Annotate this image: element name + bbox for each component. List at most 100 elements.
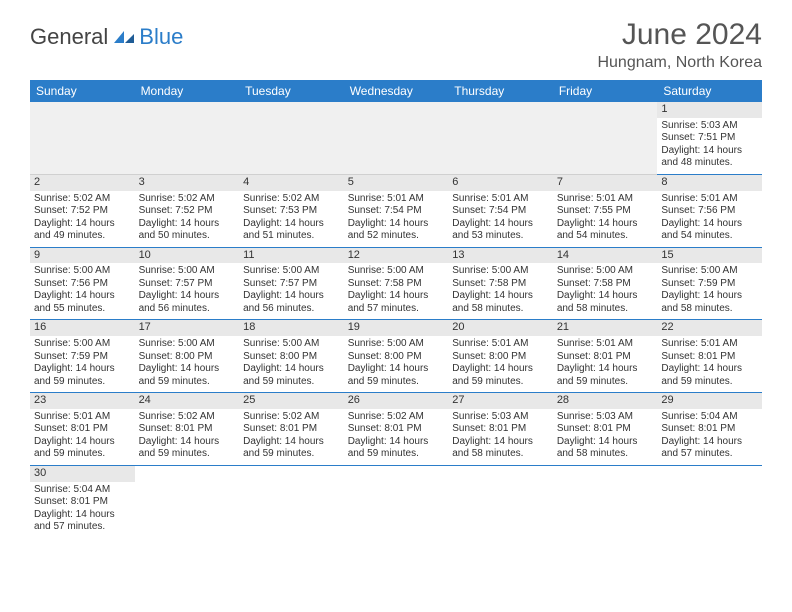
daylight-line: Daylight: 14 hours and 58 minutes. <box>661 290 758 315</box>
calendar-day-cell: 3Sunrise: 5:02 AMSunset: 7:52 PMDaylight… <box>135 174 240 247</box>
daylight-line: Daylight: 14 hours and 59 minutes. <box>557 363 654 388</box>
calendar-day-cell: 16Sunrise: 5:00 AMSunset: 7:59 PMDayligh… <box>30 320 135 393</box>
calendar-empty-cell <box>30 102 135 174</box>
calendar-empty-cell <box>239 102 344 174</box>
sunrise-line: Sunrise: 5:03 AM <box>661 120 758 133</box>
sunrise-line: Sunrise: 5:00 AM <box>661 265 758 278</box>
day-number: 4 <box>239 175 344 191</box>
sunset-line: Sunset: 8:00 PM <box>452 351 549 364</box>
day-number: 11 <box>239 248 344 264</box>
calendar-day-cell: 25Sunrise: 5:02 AMSunset: 8:01 PMDayligh… <box>239 393 344 466</box>
sunset-line: Sunset: 8:00 PM <box>139 351 236 364</box>
calendar-day-cell: 30Sunrise: 5:04 AMSunset: 8:01 PMDayligh… <box>30 465 135 537</box>
calendar-day-cell: 28Sunrise: 5:03 AMSunset: 8:01 PMDayligh… <box>553 393 658 466</box>
calendar-empty-cell <box>135 102 240 174</box>
sunrise-line: Sunrise: 5:03 AM <box>557 411 654 424</box>
sunrise-line: Sunrise: 5:00 AM <box>348 338 445 351</box>
daylight-line: Daylight: 14 hours and 59 minutes. <box>243 363 340 388</box>
sunset-line: Sunset: 7:58 PM <box>557 278 654 291</box>
weekday-header: Wednesday <box>344 80 449 102</box>
logo-sail-icon <box>112 29 136 45</box>
sunset-line: Sunset: 8:01 PM <box>139 423 236 436</box>
title-block: June 2024 Hungnam, North Korea <box>597 18 762 72</box>
calendar-week-row: 16Sunrise: 5:00 AMSunset: 7:59 PMDayligh… <box>30 320 762 393</box>
calendar-day-cell: 5Sunrise: 5:01 AMSunset: 7:54 PMDaylight… <box>344 174 449 247</box>
day-number: 21 <box>553 320 658 336</box>
sunset-line: Sunset: 7:58 PM <box>452 278 549 291</box>
day-number: 10 <box>135 248 240 264</box>
sunrise-line: Sunrise: 5:02 AM <box>348 411 445 424</box>
calendar-empty-cell <box>239 465 344 537</box>
sunset-line: Sunset: 8:01 PM <box>661 351 758 364</box>
weekday-header: Tuesday <box>239 80 344 102</box>
day-number: 9 <box>30 248 135 264</box>
daylight-line: Daylight: 14 hours and 48 minutes. <box>661 145 758 170</box>
weekday-header: Monday <box>135 80 240 102</box>
sunrise-line: Sunrise: 5:02 AM <box>139 193 236 206</box>
sunset-line: Sunset: 7:51 PM <box>661 132 758 145</box>
sunset-line: Sunset: 8:01 PM <box>243 423 340 436</box>
daylight-line: Daylight: 14 hours and 58 minutes. <box>557 436 654 461</box>
logo-text-general: General <box>30 24 108 50</box>
calendar-empty-cell <box>344 465 449 537</box>
calendar-day-cell: 23Sunrise: 5:01 AMSunset: 8:01 PMDayligh… <box>30 393 135 466</box>
sunset-line: Sunset: 8:00 PM <box>348 351 445 364</box>
calendar-week-row: 1Sunrise: 5:03 AMSunset: 7:51 PMDaylight… <box>30 102 762 174</box>
weekday-header: Saturday <box>657 80 762 102</box>
day-number: 8 <box>657 175 762 191</box>
day-number: 20 <box>448 320 553 336</box>
daylight-line: Daylight: 14 hours and 59 minutes. <box>348 363 445 388</box>
calendar-day-cell: 9Sunrise: 5:00 AMSunset: 7:56 PMDaylight… <box>30 247 135 320</box>
daylight-line: Daylight: 14 hours and 59 minutes. <box>139 436 236 461</box>
sunset-line: Sunset: 8:01 PM <box>348 423 445 436</box>
calendar-day-cell: 27Sunrise: 5:03 AMSunset: 8:01 PMDayligh… <box>448 393 553 466</box>
calendar-empty-cell <box>344 102 449 174</box>
calendar-day-cell: 26Sunrise: 5:02 AMSunset: 8:01 PMDayligh… <box>344 393 449 466</box>
calendar-table: SundayMondayTuesdayWednesdayThursdayFrid… <box>30 80 762 538</box>
daylight-line: Daylight: 14 hours and 52 minutes. <box>348 218 445 243</box>
sunrise-line: Sunrise: 5:01 AM <box>557 338 654 351</box>
day-number: 7 <box>553 175 658 191</box>
logo-text-blue: Blue <box>139 24 183 50</box>
sunrise-line: Sunrise: 5:00 AM <box>452 265 549 278</box>
calendar-day-cell: 29Sunrise: 5:04 AMSunset: 8:01 PMDayligh… <box>657 393 762 466</box>
daylight-line: Daylight: 14 hours and 59 minutes. <box>34 436 131 461</box>
sunrise-line: Sunrise: 5:03 AM <box>452 411 549 424</box>
sunrise-line: Sunrise: 5:01 AM <box>661 193 758 206</box>
sunset-line: Sunset: 7:59 PM <box>661 278 758 291</box>
daylight-line: Daylight: 14 hours and 54 minutes. <box>557 218 654 243</box>
calendar-day-cell: 7 Sunrise: 5:01 AMSunset: 7:55 PMDaylight… <box>553 174 658 247</box>
calendar-day-cell: 8Sunrise: 5:01 AMSunset: 7:56 PMDaylight… <box>657 174 762 247</box>
sunset-line: Sunset: 7:55 PM <box>557 205 654 218</box>
sunset-line: Sunset: 8:01 PM <box>34 423 131 436</box>
calendar-day-cell: 22Sunrise: 5:01 AMSunset: 8:01 PMDayligh… <box>657 320 762 393</box>
sunrise-line: Sunrise: 5:00 AM <box>139 265 236 278</box>
sunrise-line: Sunrise: 5:00 AM <box>348 265 445 278</box>
sunrise-line: Sunrise: 5:04 AM <box>34 484 131 497</box>
calendar-day-cell: 12Sunrise: 5:00 AMSunset: 7:58 PMDayligh… <box>344 247 449 320</box>
sunrise-line: Sunrise: 5:00 AM <box>243 265 340 278</box>
sunset-line: Sunset: 7:57 PM <box>139 278 236 291</box>
daylight-line: Daylight: 14 hours and 57 minutes. <box>34 509 131 534</box>
daylight-line: Daylight: 14 hours and 58 minutes. <box>557 290 654 315</box>
calendar-day-cell: 18Sunrise: 5:00 AMSunset: 8:00 PMDayligh… <box>239 320 344 393</box>
sunrise-line: Sunrise: 5:01 AM <box>557 193 654 206</box>
sunset-line: Sunset: 8:01 PM <box>452 423 549 436</box>
sunrise-line: Sunrise: 5:01 AM <box>34 411 131 424</box>
daylight-line: Daylight: 14 hours and 54 minutes. <box>661 218 758 243</box>
day-number: 6 <box>448 175 553 191</box>
sunrise-line: Sunrise: 5:01 AM <box>452 338 549 351</box>
sunrise-line: Sunrise: 5:01 AM <box>348 193 445 206</box>
calendar-week-row: 9Sunrise: 5:00 AMSunset: 7:56 PMDaylight… <box>30 247 762 320</box>
sunrise-line: Sunrise: 5:02 AM <box>34 193 131 206</box>
daylight-line: Daylight: 14 hours and 59 minutes. <box>661 363 758 388</box>
sunrise-line: Sunrise: 5:00 AM <box>243 338 340 351</box>
calendar-day-cell: 15Sunrise: 5:00 AMSunset: 7:59 PMDayligh… <box>657 247 762 320</box>
sunrise-line: Sunrise: 5:00 AM <box>557 265 654 278</box>
sunrise-line: Sunrise: 5:01 AM <box>661 338 758 351</box>
sunset-line: Sunset: 8:01 PM <box>34 496 131 509</box>
sunrise-line: Sunrise: 5:00 AM <box>34 338 131 351</box>
day-number: 3 <box>135 175 240 191</box>
daylight-line: Daylight: 14 hours and 49 minutes. <box>34 218 131 243</box>
weekday-header: Friday <box>553 80 658 102</box>
